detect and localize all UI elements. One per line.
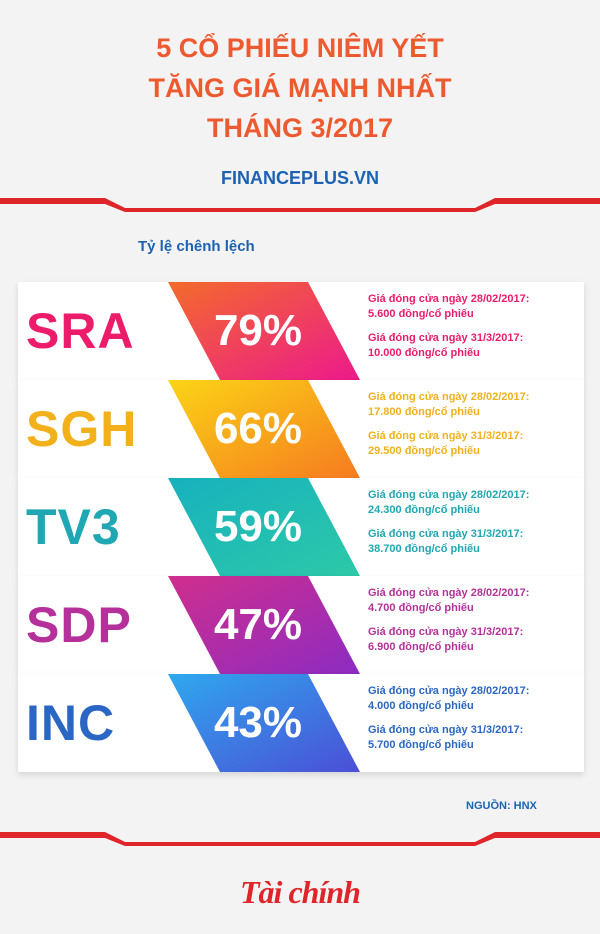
price-curr-value: 29.500 đồng/cổ phiếu — [368, 445, 480, 457]
infographic-title: 5 CỔ PHIẾU NIÊM YẾT TĂNG GIÁ MẠNH NHẤT T… — [0, 28, 600, 148]
price-info: Giá đóng cửa ngày 28/02/2017: 17.800 đồn… — [368, 390, 583, 468]
price-info: Giá đóng cửa ngày 28/02/2017: 4.700 đồng… — [368, 586, 583, 664]
site-name: FINANCEPLUS.VN — [220, 168, 379, 188]
price-curr-block: Giá đóng cửa ngày 31/3/2017: 29.500 đồng… — [368, 429, 583, 459]
stock-ticker: TV3 — [26, 499, 121, 555]
publisher-logo: Tài chính — [240, 874, 361, 910]
title-line-3: THÁNG 3/2017 — [206, 113, 394, 143]
price-curr-block: Giá đóng cửa ngày 31/3/2017: 10.000 đồng… — [368, 331, 583, 361]
price-prev-value: 5.600 đồng/cổ phiếu — [368, 308, 474, 320]
percent-change: 59% — [213, 502, 303, 551]
price-curr-label: Giá đóng cửa ngày 31/3/2017: — [368, 430, 524, 442]
price-prev-block: Giá đóng cửa ngày 28/02/2017: 24.300 đồn… — [368, 488, 583, 518]
stock-row: SRA 79% Giá đóng cửa ngày 28/02/2017: 5.… — [18, 282, 584, 380]
price-curr-value: 10.000 đồng/cổ phiếu — [368, 347, 480, 359]
price-prev-block: Giá đóng cửa ngày 28/02/2017: 4.000 đồng… — [368, 684, 583, 714]
percent-band — [168, 674, 360, 772]
stock-row: INC 43% Giá đóng cửa ngày 28/02/2017: 4.… — [18, 674, 584, 772]
price-curr-label: Giá đóng cửa ngày 31/3/2017: — [368, 528, 524, 540]
price-prev-block: Giá đóng cửa ngày 28/02/2017: 17.800 đồn… — [368, 390, 583, 420]
price-prev-label: Giá đóng cửa ngày 28/02/2017: — [368, 587, 530, 599]
stock-row: SGH 66% Giá đóng cửa ngày 28/02/2017: 17… — [18, 380, 584, 478]
price-prev-value: 24.300 đồng/cổ phiếu — [368, 504, 480, 516]
price-prev-value: 17.800 đồng/cổ phiếu — [368, 406, 480, 418]
stock-row: SDP 47% Giá đóng cửa ngày 28/02/2017: 4.… — [18, 576, 584, 674]
top-divider — [0, 196, 600, 214]
price-prev-value: 4.700 đồng/cổ phiếu — [368, 602, 474, 614]
percent-band — [168, 282, 360, 380]
stock-ticker: INC — [26, 695, 116, 751]
stock-ticker: SGH — [26, 401, 138, 457]
percent-change: 43% — [213, 698, 303, 747]
percent-band — [168, 380, 360, 478]
price-prev-label: Giá đóng cửa ngày 28/02/2017: — [368, 391, 530, 403]
stock-ticker: SDP — [26, 597, 132, 653]
price-prev-block: Giá đóng cửa ngày 28/02/2017: 5.600 đồng… — [368, 292, 583, 322]
price-prev-label: Giá đóng cửa ngày 28/02/2017: — [368, 293, 530, 305]
price-curr-value: 5.700 đồng/cổ phiếu — [368, 739, 474, 751]
price-curr-label: Giá đóng cửa ngày 31/3/2017: — [368, 332, 524, 344]
price-curr-block: Giá đóng cửa ngày 31/3/2017: 6.900 đồng/… — [368, 625, 583, 655]
bottom-divider — [0, 830, 600, 848]
percent-band — [168, 478, 360, 576]
price-info: Giá đóng cửa ngày 28/02/2017: 24.300 đồn… — [368, 488, 583, 566]
price-curr-block: Giá đóng cửa ngày 31/3/2017: 5.700 đồng/… — [368, 723, 583, 753]
price-curr-block: Giá đóng cửa ngày 31/3/2017: 38.700 đồng… — [368, 527, 583, 557]
price-curr-value: 6.900 đồng/cổ phiếu — [368, 641, 474, 653]
source-note: NGUỒN: HNX — [466, 800, 537, 812]
price-prev-value: 4.000 đồng/cổ phiếu — [368, 700, 474, 712]
price-curr-value: 38.700 đồng/cổ phiếu — [368, 543, 480, 555]
percent-band — [168, 576, 360, 674]
price-prev-label: Giá đóng cửa ngày 28/02/2017: — [368, 489, 530, 501]
percent-change: 79% — [213, 306, 303, 355]
stock-row: TV3 59% Giá đóng cửa ngày 28/02/2017: 24… — [18, 478, 584, 576]
stock-ticker: SRA — [26, 303, 135, 359]
title-line-2: TĂNG GIÁ MẠNH NHẤT — [148, 73, 452, 103]
price-prev-block: Giá đóng cửa ngày 28/02/2017: 4.700 đồng… — [368, 586, 583, 616]
title-line-1: 5 CỔ PHIẾU NIÊM YẾT — [156, 33, 444, 63]
percent-change: 66% — [213, 404, 303, 453]
price-curr-label: Giá đóng cửa ngày 31/3/2017: — [368, 724, 524, 736]
price-info: Giá đóng cửa ngày 28/02/2017: 4.000 đồng… — [368, 684, 583, 762]
price-curr-label: Giá đóng cửa ngày 31/3/2017: — [368, 626, 524, 638]
price-info: Giá đóng cửa ngày 28/02/2017: 5.600 đồng… — [368, 292, 583, 370]
ratio-label: Tỷ lệ chênh lệch — [138, 238, 255, 255]
price-prev-label: Giá đóng cửa ngày 28/02/2017: — [368, 685, 530, 697]
percent-change: 47% — [213, 600, 303, 649]
